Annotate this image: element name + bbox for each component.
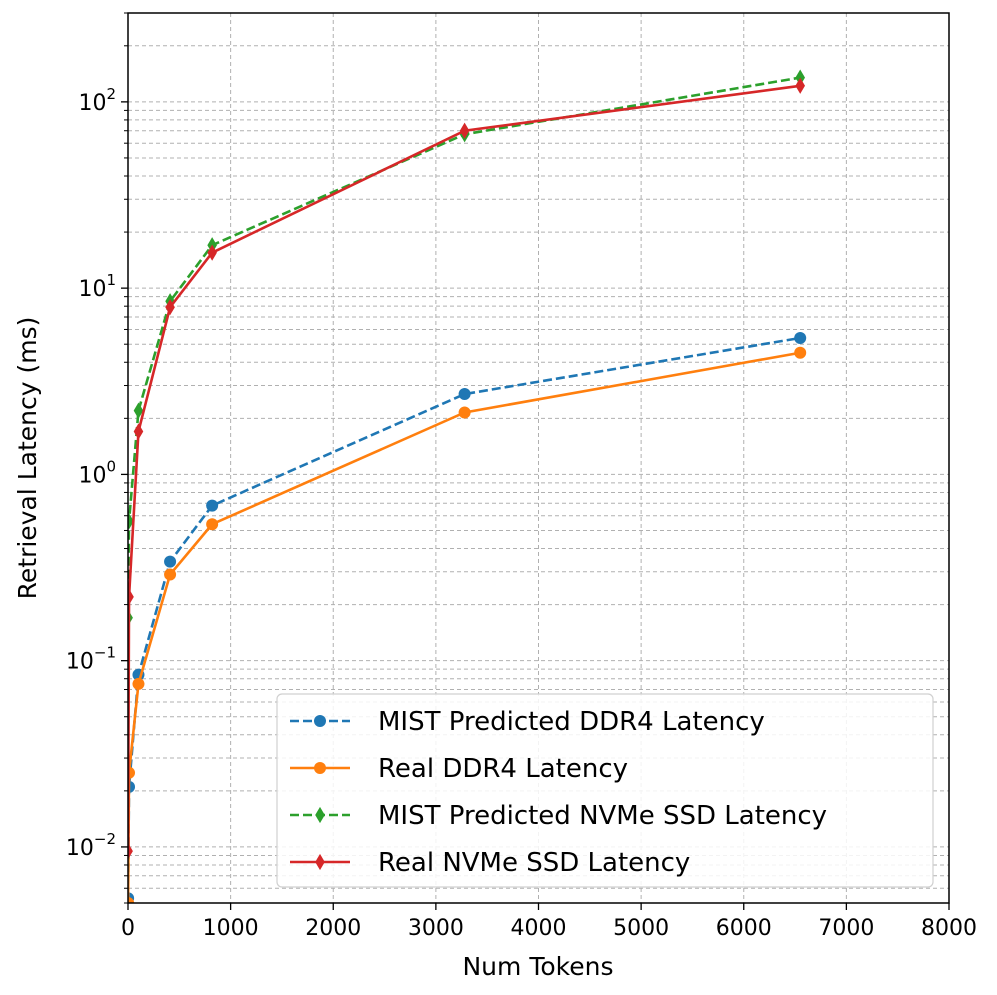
data-point: [795, 69, 805, 86]
y-tick-exponent: 0: [106, 457, 116, 475]
y-tick-exponent: 2: [106, 85, 116, 103]
legend-box: [276, 693, 934, 888]
y-tick-exponent: 1: [106, 271, 116, 289]
y-tick-exponent: −2: [94, 830, 116, 848]
data-point: [132, 677, 145, 690]
axis-ticks: 0 1000 2000 3000 4000 5000 6000 7000 800010−210−…: [66, 12, 977, 941]
data-point: [458, 406, 471, 419]
y-tick-base: 10: [78, 277, 106, 302]
y-tick-exponent: −1: [94, 644, 116, 662]
y-tick-base: 10: [66, 836, 94, 861]
x-tick-label: 0: [121, 916, 135, 941]
legend-label: MIST Predicted DDR4 Latency: [378, 707, 765, 737]
data-point: [459, 122, 470, 139]
y-tick-base: 10: [78, 91, 106, 116]
data-point: [128, 513, 134, 530]
y-tick-label: 101: [78, 271, 116, 302]
legend: MIST Predicted DDR4 Latency Real DDR4 Lat…: [276, 693, 934, 888]
data-point: [314, 762, 326, 774]
legend-item: Real NVMe SSD Latency: [290, 848, 690, 878]
data-point: [794, 346, 807, 359]
data-point: [128, 766, 136, 779]
y-tick-label: 10−2: [66, 830, 116, 861]
legend-item: MIST Predicted DDR4 Latency: [290, 707, 765, 737]
legend-label: Real NVMe SSD Latency: [378, 848, 690, 878]
x-tick-label: 7000: [818, 916, 874, 941]
y-axis-title: Retrieval Latency (ms): [13, 317, 42, 600]
data-point: [794, 331, 807, 344]
y-tick-base: 10: [66, 650, 94, 675]
x-tick-label: 3000: [408, 916, 464, 941]
data-point: [128, 588, 134, 605]
x-axis-title: Num Tokens: [462, 952, 613, 981]
x-tick-label: 6000: [716, 916, 772, 941]
data-point: [314, 715, 326, 727]
x-tick-label: 8000: [921, 916, 977, 941]
data-point: [206, 499, 219, 512]
y-tick-label: 102: [78, 85, 116, 116]
data-point: [133, 402, 144, 419]
data-point: [164, 568, 177, 581]
y-tick-base: 10: [78, 463, 106, 488]
data-point: [315, 853, 325, 871]
data-point: [128, 897, 135, 903]
legend-label: MIST Predicted NVMe SSD Latency: [378, 801, 827, 831]
x-tick-label: 2000: [305, 916, 361, 941]
x-tick-label: 4000: [511, 916, 567, 941]
data-point: [207, 244, 217, 261]
data-point: [795, 77, 805, 94]
series-group: [128, 69, 807, 903]
x-tick-label: 5000: [613, 916, 669, 941]
data-point: [458, 388, 471, 401]
legend-item: MIST Predicted NVMe SSD Latency: [290, 801, 827, 831]
y-tick-label: 10−1: [66, 644, 116, 675]
data-point: [206, 518, 219, 531]
data-point: [128, 842, 133, 860]
series-real-nvme-ssd-latency: [128, 77, 805, 860]
data-point: [133, 423, 144, 440]
x-tick-label: 1000: [203, 916, 259, 941]
data-point: [315, 806, 325, 824]
legend-item: Real DDR4 Latency: [290, 754, 628, 784]
data-point: [164, 555, 177, 568]
legend-label: Real DDR4 Latency: [378, 754, 628, 784]
data-point: [165, 299, 175, 316]
y-tick-label: 100: [78, 457, 116, 488]
